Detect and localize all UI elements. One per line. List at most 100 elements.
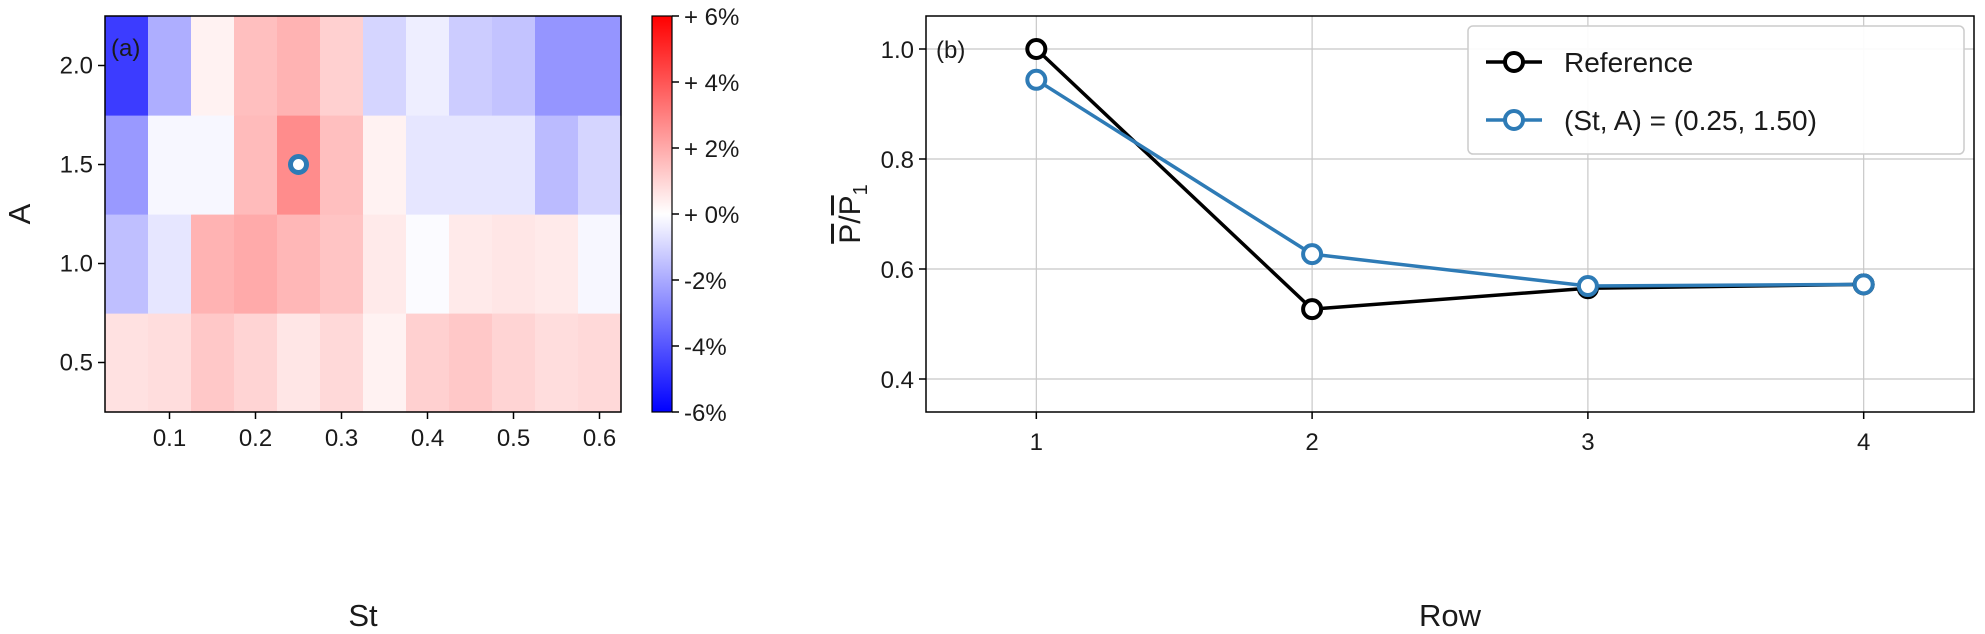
heatmap-cell <box>535 214 579 314</box>
heatmap-cell <box>535 16 579 116</box>
heatmap-cell <box>277 16 321 116</box>
heatmap-cell <box>320 115 364 215</box>
heatmap-cell <box>449 313 493 413</box>
heatmap-cell <box>449 214 493 314</box>
colorbar-tick-label: -4% <box>684 334 727 361</box>
line-chart-panel: 1 2 3 4 0.4 0.6 0.8 1.0 (b) Row P/P1 Reference… <box>834 15 1975 633</box>
heatmap-cell <box>406 214 450 314</box>
heatmap-cell <box>148 115 192 215</box>
data-point <box>1301 243 1324 266</box>
line-chart-panel-label: (b) <box>936 37 965 64</box>
x-tick-label: 0.5 <box>497 425 530 452</box>
highlight-marker <box>288 154 309 175</box>
colorbar-tick-label: + 2% <box>684 136 739 163</box>
heatmap-cell <box>578 214 622 314</box>
heatmap-cell <box>277 313 321 413</box>
line-chart-series <box>1025 38 1875 321</box>
colorbar-tick-label: + 6% <box>684 4 739 31</box>
x-tick-label: 0.3 <box>325 425 358 452</box>
legend-marker <box>1503 109 1525 131</box>
heatmap-cell <box>363 115 407 215</box>
heatmap-cell <box>234 16 278 116</box>
heatmap-cell <box>406 115 450 215</box>
heatmap-cell <box>234 214 278 314</box>
heatmap-cell <box>105 16 149 116</box>
heatmap-cell <box>492 16 536 116</box>
legend-entry-label: (St, A) = (0.25, 1.50) <box>1564 105 1817 136</box>
heatmap-cell <box>535 115 579 215</box>
heatmap-cell <box>578 16 622 116</box>
colorbar-ticks: + 6% + 4% + 2% + 0% -2% -4% -6% <box>672 4 739 427</box>
colorbar-tick-label: -6% <box>684 400 727 427</box>
heatmap-cell <box>191 214 235 314</box>
x-tick-label: 0.6 <box>583 425 616 452</box>
y-axis-label-text: P/P1 <box>834 184 872 244</box>
y-tick-label: 0.4 <box>881 367 914 394</box>
legend-entry-label: Reference <box>1564 47 1693 78</box>
data-point <box>1576 275 1599 298</box>
heatmap-cell <box>449 115 493 215</box>
heatmap-cell <box>148 214 192 314</box>
heatmap-cell <box>234 115 278 215</box>
marker-layer <box>288 154 309 175</box>
colorbar-tick-label: -2% <box>684 268 727 295</box>
colorbar: + 6% + 4% + 2% + 0% -2% -4% -6% <box>651 4 739 427</box>
heatmap-cell <box>277 214 321 314</box>
colorbar-tick-label: + 0% <box>684 202 739 229</box>
heatmap-frame <box>104 15 622 413</box>
heatmap-cell <box>363 214 407 314</box>
x-tick-label: 1 <box>1030 429 1043 456</box>
data-point <box>1025 68 1048 91</box>
y-tick-label: 1.5 <box>60 152 93 179</box>
heatmap-panel-label: (a) <box>111 35 140 62</box>
heatmap-y-ticks: 0.5 1.0 1.5 2.0 <box>60 53 105 377</box>
heatmap-cell <box>578 115 622 215</box>
heatmap-cell <box>148 16 192 116</box>
heatmap-cell <box>492 313 536 413</box>
heatmap-cell <box>492 115 536 215</box>
y-tick-label: 2.0 <box>60 53 93 80</box>
data-point <box>1852 273 1875 296</box>
heatmap-cell <box>406 16 450 116</box>
heatmap-cell <box>105 214 149 314</box>
colorbar-gradient <box>651 15 673 413</box>
heatmap-cell <box>191 16 235 116</box>
heatmap-cell <box>535 313 579 413</box>
x-tick-label: 0.4 <box>411 425 444 452</box>
x-tick-label: 3 <box>1581 429 1594 456</box>
heatmap-cell <box>191 115 235 215</box>
x-tick-label: 0.1 <box>153 425 186 452</box>
heatmap-cell <box>320 214 364 314</box>
heatmap-cell <box>449 16 493 116</box>
heatmap-cell <box>578 313 622 413</box>
heatmap-cell <box>492 214 536 314</box>
line-chart-x-axis-label: Row <box>1419 598 1482 633</box>
y-tick-label: 0.5 <box>60 350 93 377</box>
heatmap-cell <box>406 313 450 413</box>
legend-marker <box>1503 51 1525 73</box>
y-tick-label: 0.6 <box>881 257 914 284</box>
heatmap-cell <box>234 313 278 413</box>
series-line <box>1035 78 1864 288</box>
heatmap-cell <box>105 313 149 413</box>
heatmap-y-axis-label: A <box>2 203 37 224</box>
line-chart-y-ticks: 0.4 0.6 0.8 1.0 <box>881 37 926 394</box>
legend: Reference (St, A) = (0.25, 1.50) <box>1467 25 1965 155</box>
data-point <box>1301 298 1324 321</box>
heatmap-x-axis-label: St <box>348 598 378 633</box>
colorbar-tick-label: + 4% <box>684 70 739 97</box>
x-tick-label: 4 <box>1857 429 1870 456</box>
heatmap-cell <box>191 313 235 413</box>
y-tick-label: 0.8 <box>881 147 914 174</box>
y-tick-label: 1.0 <box>60 251 93 278</box>
legend-box <box>1467 25 1965 155</box>
heatmap-cell <box>320 16 364 116</box>
line-chart-y-axis-label: P/P1 <box>834 184 872 244</box>
heatmap-cell <box>320 313 364 413</box>
data-point <box>1025 38 1048 60</box>
x-tick-label: 2 <box>1305 429 1318 456</box>
heatmap-x-ticks: 0.1 0.2 0.3 0.4 0.5 0.6 <box>153 412 616 452</box>
heatmap-cells <box>105 16 622 413</box>
line-chart-frame <box>925 15 1975 413</box>
